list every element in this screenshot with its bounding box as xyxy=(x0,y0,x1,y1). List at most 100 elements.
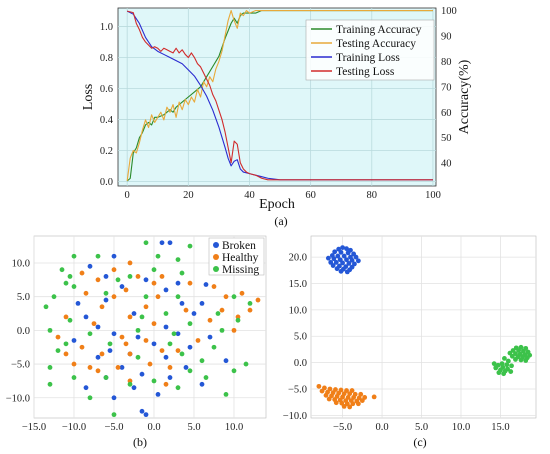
point-healthy xyxy=(350,401,356,407)
point-missing xyxy=(199,358,205,364)
point-healthy xyxy=(187,280,193,286)
point-broken xyxy=(338,249,344,255)
point-missing xyxy=(187,321,193,327)
point-missing xyxy=(223,392,229,397)
point-broken xyxy=(87,263,93,269)
point-missing xyxy=(215,311,221,316)
point-broken xyxy=(341,253,347,259)
point-healthy xyxy=(111,267,117,273)
point-broken xyxy=(71,338,77,343)
legend-label-training-loss: Training Loss xyxy=(336,52,400,64)
legend-label-healthy: Healthy xyxy=(222,252,259,264)
point-broken xyxy=(223,358,229,364)
point-broken xyxy=(131,311,137,316)
point-missing xyxy=(71,253,77,259)
point-broken xyxy=(107,348,113,353)
point-missing xyxy=(143,240,149,246)
point-broken xyxy=(344,269,350,275)
point-missing xyxy=(187,243,193,249)
point-broken xyxy=(179,301,185,306)
point-missing xyxy=(231,368,237,374)
point-missing xyxy=(516,348,522,353)
point-healthy xyxy=(223,294,229,300)
point-broken xyxy=(207,334,213,340)
point-missing xyxy=(115,277,121,283)
point-broken xyxy=(353,254,359,260)
panel-b-caption: (b) xyxy=(133,435,147,449)
point-missing xyxy=(43,304,49,310)
point-healthy xyxy=(319,388,325,394)
point-broken xyxy=(325,255,331,261)
point-missing xyxy=(127,381,133,387)
point-healthy xyxy=(91,321,97,327)
panel-a-x-tick-label: 80 xyxy=(367,190,378,201)
point-healthy xyxy=(63,351,69,357)
point-broken xyxy=(83,314,89,320)
point-broken xyxy=(334,266,340,272)
point-broken xyxy=(349,257,355,263)
point-healthy xyxy=(79,344,85,350)
point-missing xyxy=(509,363,514,369)
panel-c-x-tick-label: 0.0 xyxy=(375,422,388,433)
point-broken xyxy=(199,381,205,387)
panel-b-y-tick-label: 0.0 xyxy=(17,326,30,337)
panel-a-x-tick-label: 20 xyxy=(183,190,194,201)
point-broken xyxy=(163,287,169,293)
point-missing xyxy=(103,375,109,380)
point-broken xyxy=(143,412,149,418)
panel-a-y-right-ticks: 40 50 60 70 80 90 100 xyxy=(441,6,457,170)
point-broken xyxy=(340,260,345,266)
panel-c-y-ticks: −10.0 −5.0 0.0 5.0 10.0 15.0 20.0 xyxy=(283,253,307,422)
point-healthy xyxy=(347,404,353,410)
point-healthy xyxy=(359,398,365,403)
point-healthy xyxy=(371,394,377,400)
point-missing xyxy=(63,341,69,347)
panel-b-y-ticks: −10.0 −5.0 0.0 5.0 10.0 xyxy=(6,258,30,404)
point-missing xyxy=(95,253,101,259)
panel-a-y-right-tick-label: 50 xyxy=(441,133,452,144)
point-healthy xyxy=(316,383,322,389)
point-broken xyxy=(159,240,165,246)
point-healthy xyxy=(239,290,245,296)
point-healthy xyxy=(219,307,225,313)
point-missing xyxy=(518,357,524,363)
point-broken xyxy=(340,245,345,251)
panel-a-y-left-tick-label: 0.8 xyxy=(100,53,113,64)
point-broken xyxy=(111,253,117,259)
panel-c: −5.0 0.0 5.0 10.0 15.0 −10.0 −5.0 0.0 5.0 10.0 15… xyxy=(283,235,537,449)
point-missing xyxy=(520,348,526,354)
point-broken xyxy=(95,324,101,330)
panel-b-y-tick-label: −5.0 xyxy=(11,360,30,371)
point-broken xyxy=(191,311,197,316)
panel-c-y-tick-label: 0.0 xyxy=(294,358,307,369)
point-missing xyxy=(59,267,65,273)
point-missing xyxy=(496,370,502,376)
point-broken xyxy=(163,354,169,360)
point-broken xyxy=(344,246,349,252)
point-healthy xyxy=(195,338,201,343)
point-missing xyxy=(243,361,249,367)
point-missing xyxy=(71,284,77,289)
point-healthy xyxy=(358,391,364,397)
point-healthy xyxy=(175,348,181,353)
point-missing xyxy=(203,375,209,380)
point-missing xyxy=(139,314,145,320)
panel-a-y-left-tick-label: 0.6 xyxy=(100,84,113,95)
point-missing xyxy=(505,358,511,364)
point-healthy xyxy=(115,365,121,370)
panel-a-y-left-label: Loss xyxy=(81,84,96,110)
point-missing xyxy=(67,274,73,279)
panel-a-y-left-tick-label: 0.2 xyxy=(100,146,113,157)
panel-b-x-tick-label: −15.0 xyxy=(22,422,46,433)
point-missing xyxy=(509,353,515,359)
point-missing xyxy=(151,267,157,273)
point-broken xyxy=(175,280,181,286)
point-missing xyxy=(71,375,77,380)
point-healthy xyxy=(155,294,161,300)
point-missing xyxy=(135,354,141,360)
point-missing xyxy=(508,369,514,374)
panel-b-x-ticks: −15.0 −10.0 −5.0 0.0 5.0 10.0 xyxy=(22,422,243,433)
panel-c-y-tick-label: 20.0 xyxy=(289,253,307,264)
point-broken xyxy=(183,365,189,370)
point-healthy xyxy=(163,381,169,387)
